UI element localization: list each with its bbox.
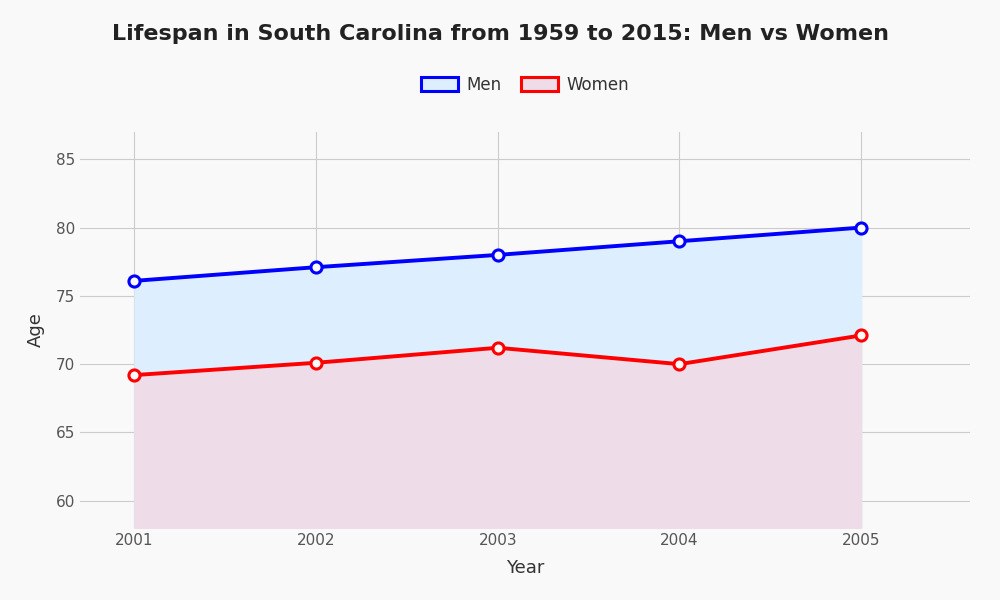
Text: Lifespan in South Carolina from 1959 to 2015: Men vs Women: Lifespan in South Carolina from 1959 to …	[112, 24, 889, 44]
X-axis label: Year: Year	[506, 559, 544, 577]
Y-axis label: Age: Age	[27, 313, 45, 347]
Legend: Men, Women: Men, Women	[414, 69, 636, 100]
